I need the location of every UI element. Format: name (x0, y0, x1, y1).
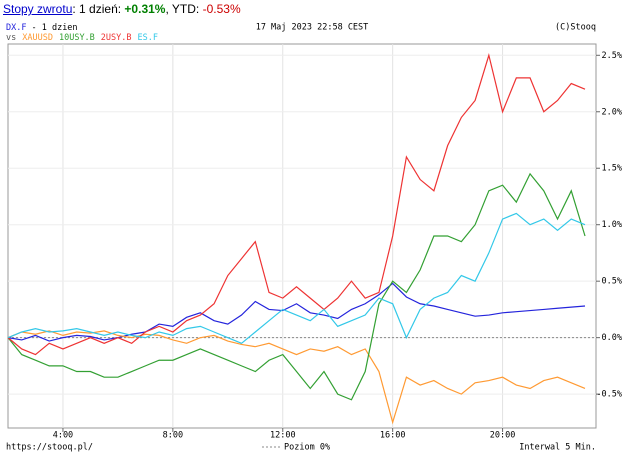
y-tick-label: 0.5% (602, 277, 622, 287)
legend-entry: 10USY.B (59, 33, 95, 43)
legend-entry: 2USY.B (101, 33, 132, 43)
source: https://stooq.pl/ (6, 443, 93, 453)
day-return: +0.31% (124, 2, 166, 16)
series-line (7, 172, 586, 401)
plot-area (7, 43, 597, 429)
header: Stopy zwrotu: 1 dzień: +0.31%, YTD: -0.5… (3, 2, 241, 16)
legend-entry: XAUUSD (22, 33, 53, 43)
series-line (7, 53, 586, 356)
x-tick-label: 4:00 (53, 431, 73, 441)
ytd-return: -0.53% (202, 2, 241, 16)
y-tick-label: 1.0% (602, 220, 622, 230)
copyright: (C)Stooq (555, 23, 596, 33)
legend-prefix: vs (6, 33, 16, 43)
legend: vs XAUUSD 10USY.B 2USY.B ES.F (6, 33, 158, 43)
y-tick-label: 0.0% (602, 333, 622, 343)
date: 17 Maj 2023 22:58 CEST (256, 23, 369, 33)
series-line (7, 282, 586, 342)
y-tick-label: 2.5% (602, 51, 622, 61)
x-tick-label: 20:00 (490, 431, 516, 441)
y-tick-label: -0.5% (596, 390, 622, 400)
series-line (7, 330, 586, 425)
chart-subtitle: DX.F - 1 dzien (6, 23, 78, 33)
main-series-name: DX.F (6, 23, 26, 33)
header-text: , YTD: (165, 2, 200, 16)
x-tick-label: 16:00 (380, 431, 406, 441)
series-line (7, 212, 586, 344)
subtitle: - 1 dzien (31, 23, 77, 33)
x-tick-label: 12:00 (270, 431, 296, 441)
interval: Interwal 5 Min. (519, 443, 596, 453)
header-text: : 1 dzień: (72, 2, 122, 16)
y-tick-label: 2.0% (602, 107, 622, 117)
y-tick-label: 1.5% (602, 164, 622, 174)
x-tick-label: 8:00 (163, 431, 183, 441)
zero-label: Poziom 0% (284, 443, 330, 453)
legend-entry: ES.F (138, 33, 158, 43)
returns-link[interactable]: Stopy zwrotu (3, 2, 73, 16)
